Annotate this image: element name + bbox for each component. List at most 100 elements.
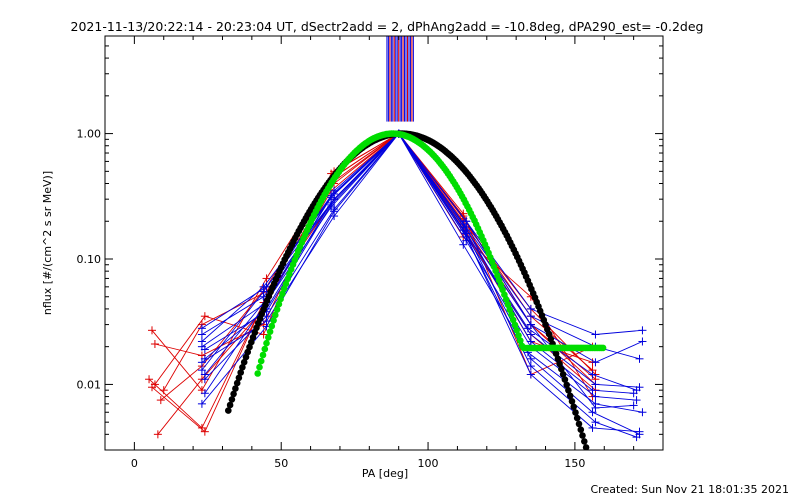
green-model-point bbox=[277, 295, 284, 303]
black-model-point bbox=[566, 392, 574, 400]
plus-marker bbox=[526, 354, 535, 363]
black-model-point bbox=[232, 385, 239, 392]
green-model-point bbox=[513, 326, 520, 334]
green-model-point bbox=[261, 345, 269, 353]
plot-frame bbox=[104, 35, 664, 451]
x-tick-label: 100 bbox=[418, 457, 439, 470]
black-model-point bbox=[559, 371, 567, 378]
plus-marker bbox=[526, 312, 535, 321]
black-model-point bbox=[570, 403, 577, 411]
plus-marker bbox=[632, 396, 641, 405]
plus-marker bbox=[200, 345, 209, 354]
plus-marker bbox=[200, 370, 209, 379]
black-model-point bbox=[579, 432, 586, 439]
plus-marker bbox=[197, 399, 206, 408]
green-model-point bbox=[263, 339, 270, 347]
plus-marker bbox=[588, 423, 597, 432]
y-tick-label: 0.01 bbox=[77, 378, 102, 391]
black-model-point bbox=[573, 414, 581, 422]
black-model-point bbox=[561, 376, 569, 383]
plus-marker bbox=[462, 217, 471, 226]
plus-marker bbox=[259, 330, 268, 339]
green-model-point bbox=[509, 316, 517, 324]
green-model-point bbox=[280, 285, 288, 293]
green-model-point bbox=[270, 317, 277, 324]
y-axis-label: nflux [#/(cm^2 s sr MeV)] bbox=[41, 171, 54, 315]
x-tick-label: 50 bbox=[274, 457, 288, 470]
plus-marker bbox=[638, 326, 647, 335]
plus-marker bbox=[629, 389, 638, 398]
green-model-point bbox=[256, 363, 263, 371]
plus-marker bbox=[200, 312, 209, 321]
x-tick-label: 0 bbox=[131, 457, 138, 470]
black-model-point bbox=[237, 369, 244, 376]
plus-marker bbox=[150, 340, 159, 349]
black-model-point bbox=[577, 426, 585, 434]
black-model-point bbox=[225, 407, 232, 414]
plus-marker bbox=[526, 320, 535, 329]
plus-marker bbox=[635, 383, 644, 392]
plus-marker bbox=[635, 427, 644, 436]
black-model-point bbox=[558, 365, 565, 373]
black-model-point bbox=[226, 401, 234, 409]
black-model-point bbox=[565, 387, 572, 394]
created-timestamp: Created: Sun Nov 21 18:01:35 2021 bbox=[590, 483, 789, 496]
plus-marker bbox=[200, 427, 209, 436]
black-model-point bbox=[552, 350, 560, 358]
black-model-point bbox=[230, 390, 237, 398]
green-model-point bbox=[599, 344, 607, 352]
plus-marker bbox=[197, 330, 206, 339]
blue-trace bbox=[204, 132, 643, 363]
plus-marker bbox=[588, 386, 597, 395]
black-model-point bbox=[240, 358, 248, 366]
black-model-point bbox=[563, 381, 570, 389]
plus-marker bbox=[147, 326, 156, 335]
plus-marker bbox=[259, 282, 268, 291]
green-model-point bbox=[272, 311, 279, 319]
x-axis-label: PA [deg] bbox=[362, 467, 408, 480]
green-model-point bbox=[254, 370, 261, 377]
plus-marker bbox=[197, 366, 206, 375]
plus-marker bbox=[591, 392, 600, 401]
green-model-point bbox=[257, 357, 265, 365]
black-model-point bbox=[239, 364, 246, 371]
plus-marker bbox=[159, 386, 168, 395]
black-model-point bbox=[556, 360, 563, 368]
green-model-point bbox=[279, 290, 286, 298]
plus-marker bbox=[327, 202, 336, 211]
green-model-point bbox=[502, 296, 510, 303]
plus-marker bbox=[638, 408, 647, 417]
black-model-point bbox=[228, 396, 236, 403]
plus-marker bbox=[629, 401, 638, 410]
plus-marker bbox=[330, 189, 339, 198]
plus-marker bbox=[588, 408, 597, 417]
green-model-point bbox=[273, 306, 281, 313]
plus-marker bbox=[638, 337, 647, 346]
plus-marker bbox=[156, 396, 165, 405]
plus-marker bbox=[591, 418, 600, 427]
green-model-point bbox=[266, 328, 274, 336]
black-model-point bbox=[244, 348, 251, 356]
green-model-point bbox=[265, 334, 272, 341]
green-model-point bbox=[517, 337, 524, 344]
y-tick-label: 1.00 bbox=[77, 128, 102, 141]
plus-marker bbox=[588, 370, 597, 379]
plus-marker bbox=[147, 383, 156, 392]
black-model-point bbox=[568, 398, 576, 405]
green-model-point bbox=[506, 306, 513, 314]
plus-marker bbox=[153, 430, 162, 439]
plus-marker bbox=[632, 433, 641, 442]
plus-marker bbox=[591, 403, 600, 412]
plus-marker bbox=[635, 354, 644, 363]
plus-marker bbox=[197, 358, 206, 367]
plus-marker bbox=[459, 240, 468, 249]
green-model-point bbox=[268, 322, 276, 330]
black-model-point bbox=[233, 379, 241, 387]
y-tick-label: 0.10 bbox=[77, 253, 102, 266]
black-model-point bbox=[572, 409, 579, 416]
plus-marker bbox=[330, 207, 339, 216]
blue-trace bbox=[204, 132, 637, 401]
plus-marker bbox=[197, 337, 206, 346]
green-model-point bbox=[504, 301, 512, 308]
